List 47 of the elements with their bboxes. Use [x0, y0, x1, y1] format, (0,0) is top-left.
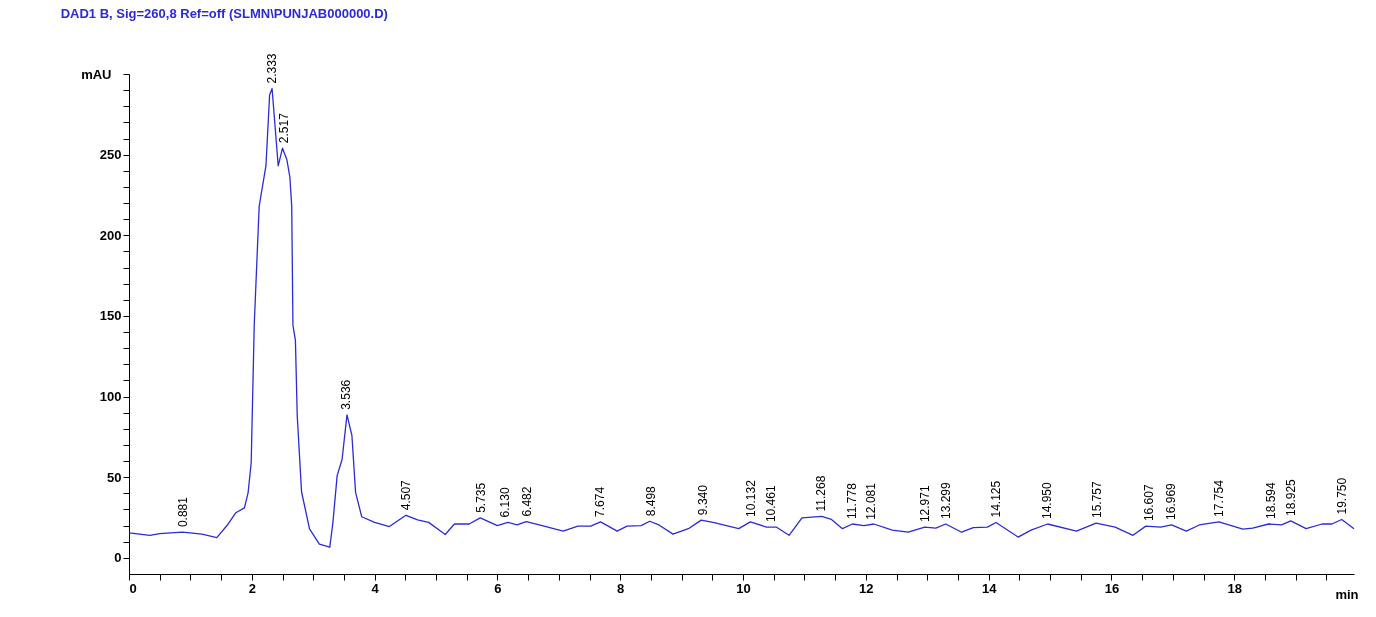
annotation: 2.517 — [276, 112, 291, 144]
x-axis-title: min — [1335, 586, 1359, 602]
annotation: 19.750 — [1334, 477, 1349, 515]
x-tick-label: 8 — [617, 580, 625, 596]
annotation: 17.754 — [1212, 479, 1227, 517]
annotation: 12.971 — [918, 485, 933, 523]
y-tick-label: 250 — [99, 147, 122, 163]
y-tick-label: 200 — [99, 227, 122, 243]
annotation: 4.507 — [398, 479, 413, 511]
annotation: 16.969 — [1163, 482, 1178, 520]
annotation: 8.498 — [643, 485, 658, 517]
annotation: 11.778 — [845, 482, 860, 519]
annotation: 0.881 — [176, 496, 191, 528]
annotation: 15.757 — [1089, 481, 1104, 519]
x-tick-label: 4 — [371, 580, 380, 596]
annotation: 6.130 — [498, 487, 513, 518]
annotation: 9.340 — [695, 484, 710, 516]
y-tick-label: 150 — [99, 308, 122, 324]
annotation: 7.674 — [593, 486, 608, 517]
x-tick-label: 0 — [129, 580, 137, 596]
line-series — [128, 87, 1355, 548]
x-tick-label: 18 — [1227, 580, 1242, 596]
annotation: 13.299 — [938, 481, 953, 519]
annotation: 3.536 — [339, 379, 354, 410]
annotation: 5.735 — [474, 482, 489, 513]
annotation: 12.081 — [863, 482, 878, 520]
annotation: 10.461 — [764, 485, 779, 523]
annotation: 16.607 — [1141, 484, 1156, 522]
annotation: 14.950 — [1039, 481, 1054, 519]
annotation: 18.594 — [1263, 481, 1278, 519]
x-tick-label: 12 — [859, 580, 874, 596]
x-tick-label: 14 — [981, 580, 998, 596]
y-tick-label: 100 — [99, 389, 122, 405]
x-tick-label: 16 — [1104, 580, 1120, 596]
x-tick-label: 10 — [736, 580, 751, 596]
annotation: 6.482 — [520, 486, 535, 517]
x-tick-label: 2 — [248, 580, 256, 596]
y-tick-label: 0 — [114, 550, 122, 566]
annotation: 18.925 — [1284, 478, 1299, 516]
chart-title: DAD1 B, Sig=260,8 Ref=off (SLMN\PUNJAB000000.D) — [60, 6, 388, 22]
y-tick-label: 50 — [107, 469, 122, 485]
annotation: 10.132 — [744, 479, 759, 517]
x-tick-label: 6 — [494, 580, 502, 596]
annotation: 2.333 — [265, 53, 280, 84]
annotation: 11.268 — [813, 475, 828, 512]
annotation: 14.125 — [989, 480, 1004, 518]
y-axis-title: mAU — [81, 66, 112, 82]
